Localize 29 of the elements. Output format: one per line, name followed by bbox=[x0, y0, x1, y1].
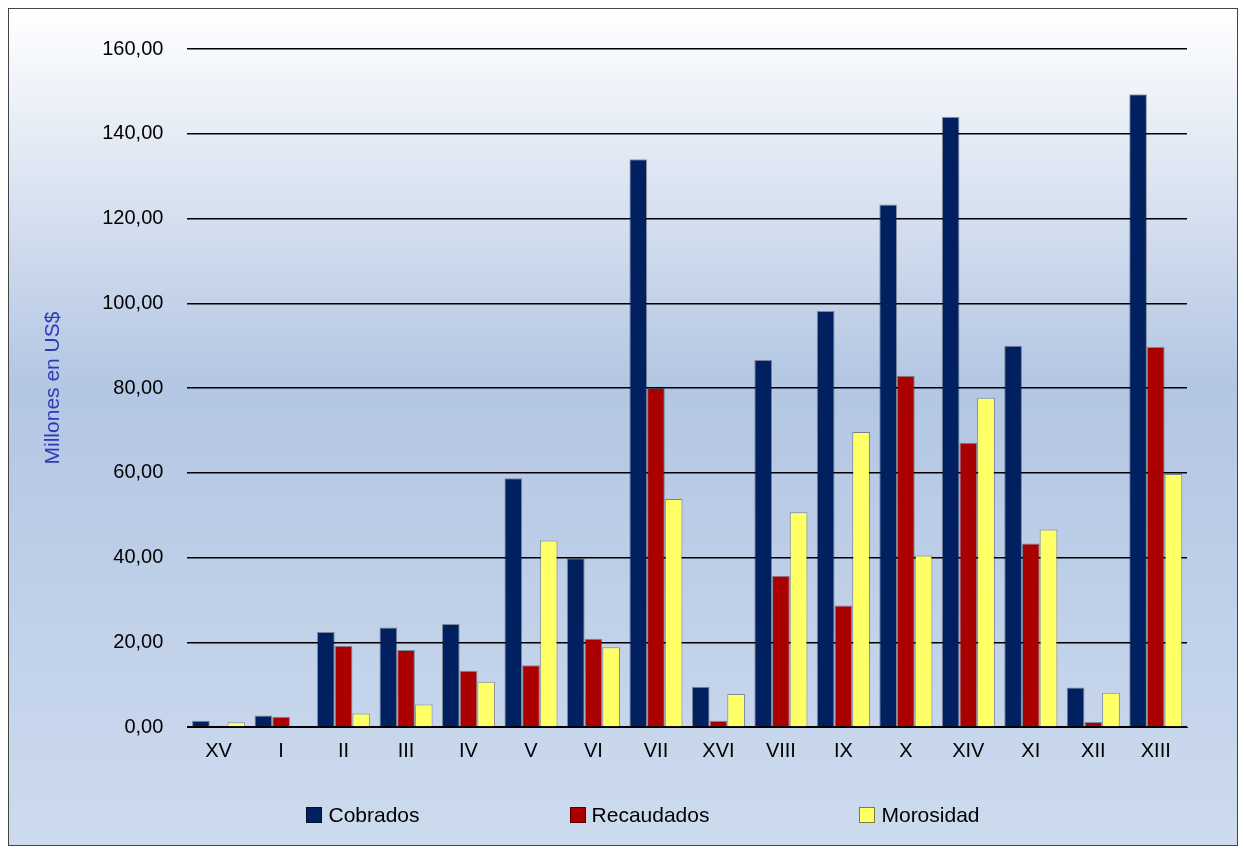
x-tick-label: III bbox=[397, 738, 415, 761]
legend-label: Morosidad bbox=[881, 803, 980, 827]
x-tick-label: XVI bbox=[702, 738, 735, 761]
x-tick-label: VIII bbox=[765, 738, 796, 761]
legend-label: Cobrados bbox=[328, 803, 420, 827]
x-tick-label: II bbox=[338, 738, 350, 761]
x-tick-label: IV bbox=[459, 738, 479, 761]
y-tick-label: 40,00 bbox=[113, 545, 164, 568]
y-tick-label: 60,00 bbox=[113, 460, 164, 483]
x-tick-label: IX bbox=[833, 738, 853, 761]
y-tick-label: 140,00 bbox=[102, 121, 164, 144]
x-tick-label: XV bbox=[205, 738, 233, 761]
y-tick-label: 20,00 bbox=[113, 629, 164, 652]
y-tick-label: 120,00 bbox=[102, 206, 164, 229]
x-tick-label: VI bbox=[584, 738, 603, 761]
y-axis-title: Millones en US$ bbox=[40, 311, 64, 465]
legend-label: Recaudados bbox=[591, 803, 710, 827]
y-tick-label: 160,00 bbox=[102, 36, 164, 59]
y-tick-label: 100,00 bbox=[102, 290, 164, 313]
y-tick-label: 0,00 bbox=[124, 714, 164, 737]
y-tick-label: 80,00 bbox=[113, 375, 164, 398]
x-tick-label: XI bbox=[1021, 738, 1041, 761]
x-tick-label: V bbox=[524, 738, 539, 761]
x-tick-label: XIV bbox=[952, 738, 986, 761]
x-tick-label: X bbox=[899, 738, 913, 761]
x-tick-label: XIII bbox=[1140, 738, 1171, 761]
x-tick-label: VII bbox=[643, 738, 669, 761]
x-tick-label: I bbox=[278, 738, 284, 761]
x-tick-label: XII bbox=[1081, 738, 1106, 761]
